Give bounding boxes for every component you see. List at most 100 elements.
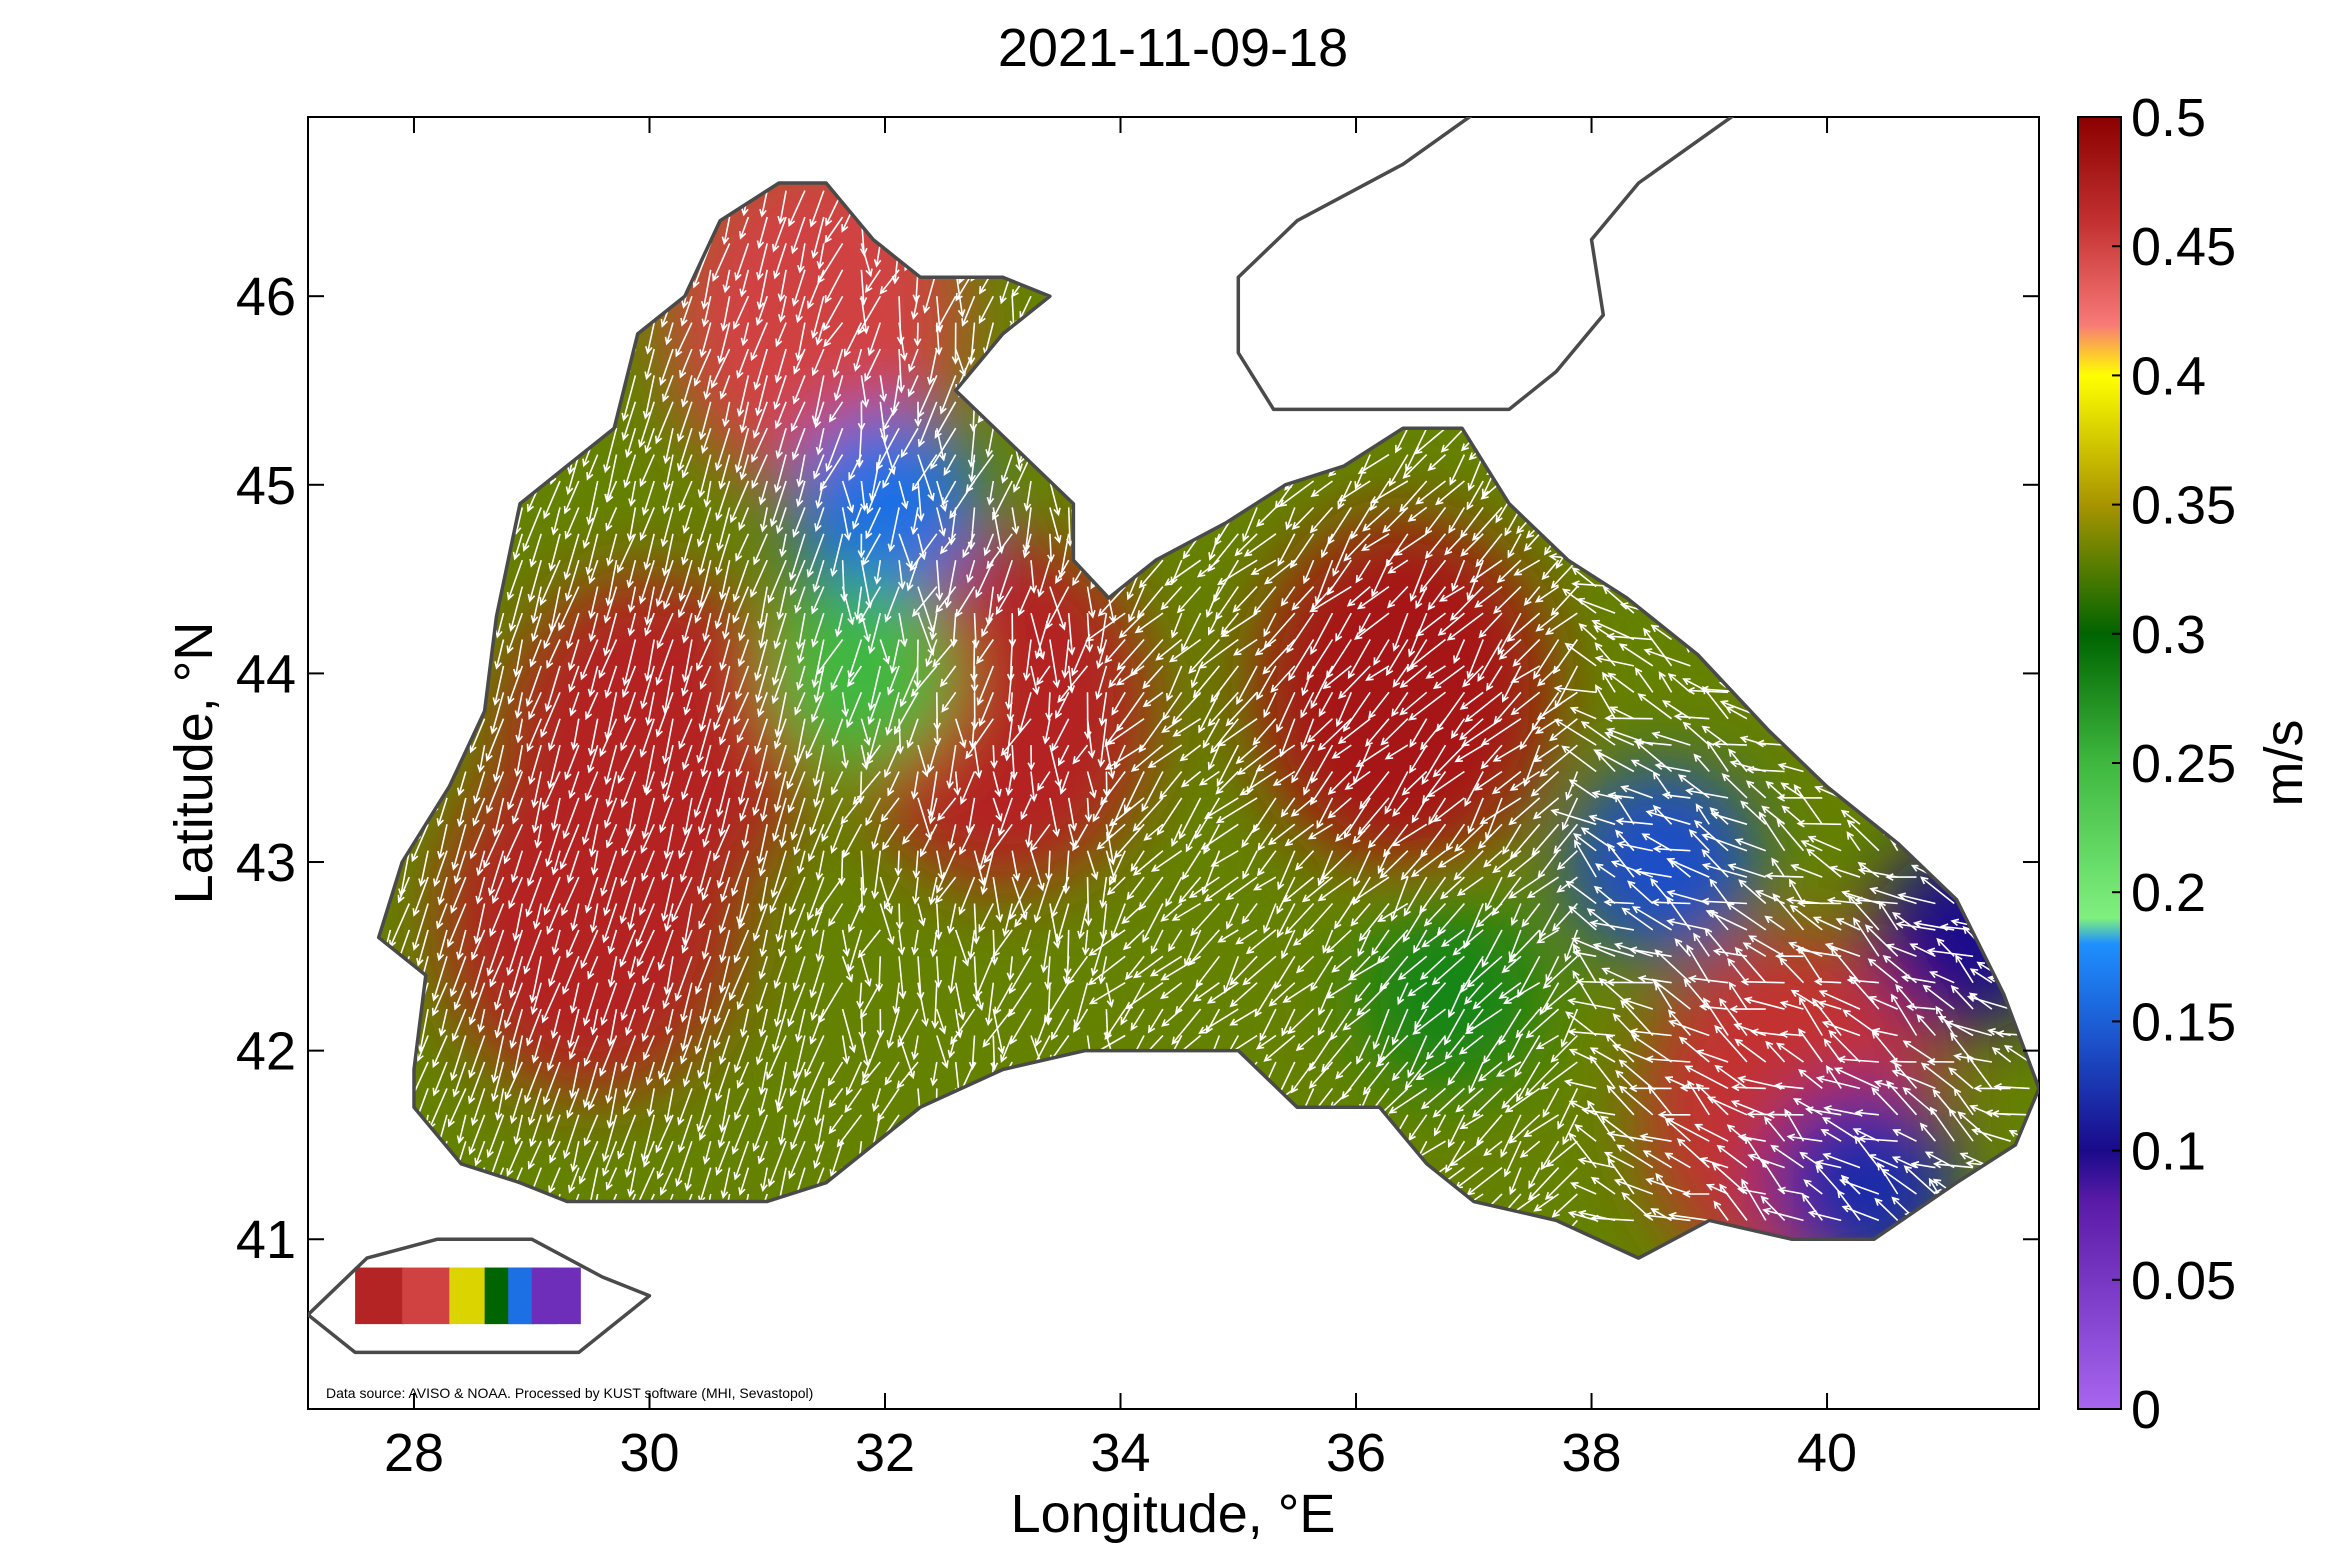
velocity-arrow: [917, 375, 938, 419]
velocity-arrow: [1712, 740, 1748, 748]
velocity-arrow: [1637, 974, 1672, 984]
velocity-arrow: [1142, 903, 1164, 944]
velocity-arrow: [1171, 1008, 1202, 1045]
velocity-arrow: [715, 771, 731, 818]
velocity-arrow: [717, 1114, 731, 1149]
velocity-arrow: [1643, 648, 1691, 667]
velocity-arrow: [542, 1061, 561, 1106]
velocity-arrow: [1991, 1047, 2012, 1063]
velocity-arrow: [736, 348, 750, 379]
velocity-arrow: [1777, 1186, 1804, 1195]
velocity-arrow: [774, 744, 787, 780]
velocity-arrow: [539, 559, 561, 606]
velocity-arrow: [1533, 1193, 1560, 1212]
velocity-arrow: [1957, 1111, 1993, 1142]
velocity-arrow: [930, 1061, 938, 1087]
velocity-arrow: [1464, 691, 1503, 723]
coastline: [308, 117, 2039, 1355]
velocity-arrow: [1509, 823, 1541, 860]
velocity-arrow: [1397, 982, 1409, 1006]
velocity-arrow: [1741, 1178, 1767, 1221]
velocity-arrow: [1255, 1034, 1277, 1050]
velocity-arrow: [877, 1087, 900, 1122]
velocity-arrow: [645, 322, 655, 355]
velocity-arrow: [508, 876, 524, 910]
velocity-arrow: [857, 401, 866, 432]
velocity-arrow: [467, 1061, 486, 1105]
velocity-arrow: [1066, 955, 1089, 986]
velocity-arrow: [1705, 1183, 1729, 1195]
velocity-arrow: [1821, 1116, 1861, 1142]
velocity-arrow: [1890, 993, 1918, 1036]
velocity-arrow: [531, 1035, 542, 1064]
velocity-arrow: [530, 586, 542, 624]
velocity-arrow: [1727, 863, 1767, 878]
velocity-arrow: [491, 1061, 505, 1103]
velocity-arrow: [860, 560, 873, 609]
velocity-arrow: [773, 982, 787, 1028]
velocity-arrow: [1317, 1008, 1334, 1037]
velocity-arrow: [1758, 811, 1786, 852]
velocity-arrow: [1267, 823, 1296, 846]
velocity-arrow: [1534, 585, 1560, 603]
velocity-arrow: [1198, 770, 1220, 786]
velocity-arrow: [1440, 427, 1465, 453]
velocity-arrow: [1264, 559, 1296, 585]
velocity-arrow: [1111, 691, 1126, 716]
azov-sea-coastline: [1236, 117, 1735, 412]
velocity-arrow: [917, 982, 929, 1028]
velocity-arrow: [527, 1140, 542, 1170]
velocity-arrow: [1033, 876, 1051, 924]
velocity-arrow: [1701, 833, 1748, 852]
velocity-arrow: [792, 375, 806, 405]
velocity-arrow: [1939, 923, 1974, 932]
velocity-arrow: [715, 1061, 731, 1102]
velocity-arrow: [1530, 770, 1560, 797]
velocity-arrow: [1262, 638, 1296, 675]
velocity-arrow: [1225, 903, 1240, 930]
velocity-arrow: [558, 586, 580, 632]
velocity-arrow: [813, 1140, 825, 1170]
velocity-arrow: [437, 876, 448, 906]
velocity-arrow: [1338, 665, 1371, 700]
velocity-arrow: [1492, 744, 1522, 762]
velocity-arrow: [995, 586, 1013, 616]
velocity-arrow: [816, 639, 844, 676]
velocity-arrow: [1776, 1042, 1804, 1063]
velocity-arrow: [698, 692, 712, 733]
velocity-arrow: [1421, 771, 1447, 804]
velocity-arrow: [1357, 453, 1390, 475]
velocity-arrow: [1685, 787, 1729, 799]
velocity-arrow: [1371, 929, 1390, 956]
velocity-arrow: [1507, 1035, 1522, 1062]
x-tick-label: 40: [1797, 1423, 1857, 1483]
velocity-arrow: [1198, 638, 1239, 669]
velocity-arrow: [1426, 770, 1465, 798]
velocity-arrow: [540, 691, 561, 738]
velocity-arrow: [928, 876, 938, 906]
velocity-arrow: [1284, 823, 1315, 847]
velocity-arrow: [788, 190, 806, 228]
velocity-arrow: [1466, 559, 1484, 602]
velocity-arrow: [1542, 1088, 1560, 1118]
velocity-arrow: [806, 876, 825, 921]
velocity-arrow: [1733, 1022, 1767, 1037]
velocity-arrow: [1276, 691, 1296, 733]
velocity-arrow: [1779, 1030, 1804, 1039]
velocity-arrow: [721, 216, 731, 246]
velocity-arrow: [817, 982, 844, 1024]
velocity-arrow: [1341, 1061, 1371, 1100]
velocity-arrow: [1493, 691, 1522, 725]
velocity-arrow: [1179, 744, 1202, 762]
velocity-arrow: [871, 850, 882, 900]
velocity-arrow: [754, 718, 768, 755]
velocity-arrow: [1500, 1114, 1522, 1158]
velocity-arrow: [1002, 903, 1013, 938]
velocity-arrow: [641, 480, 655, 516]
velocity-arrow: [758, 876, 768, 913]
velocity-arrow: [1719, 997, 1748, 1036]
velocity-arrow: [716, 850, 731, 889]
velocity-arrow: [739, 401, 750, 434]
velocity-arrow: [569, 1061, 580, 1099]
velocity-arrow: [939, 665, 957, 688]
